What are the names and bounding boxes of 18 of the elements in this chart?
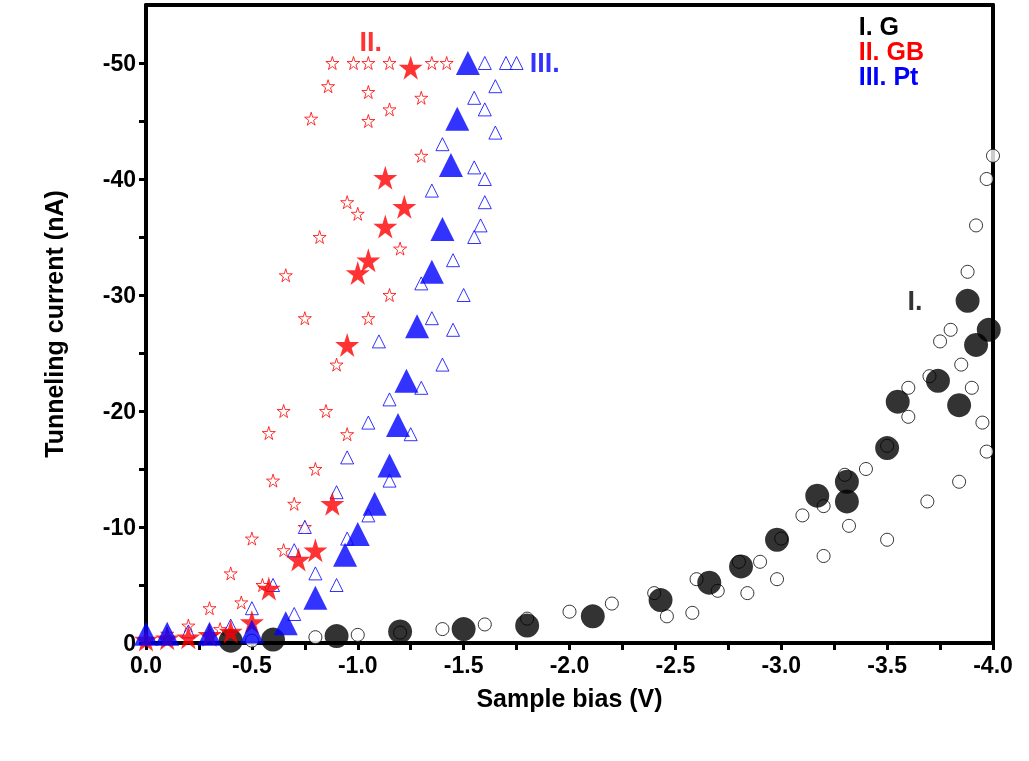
x-tick-label: -4.0 (973, 651, 1013, 678)
y-tick-label: -30 (102, 282, 136, 308)
x-tick-label: -3.0 (761, 651, 802, 678)
y-tick-label: -50 (102, 50, 136, 76)
y-tick-label: -40 (102, 166, 136, 192)
x-tick-label: -1.5 (443, 651, 484, 678)
x-tick-label: -3.5 (867, 651, 908, 678)
x-tick-label: -1.0 (337, 651, 378, 678)
annotation: II. (359, 27, 382, 58)
y-tick-label: -20 (102, 398, 136, 424)
x-axis-title: Sample bias (V) (476, 683, 663, 712)
y-tick-label: -10 (102, 514, 136, 540)
x-tick-label: -0.5 (232, 651, 272, 678)
y-axis-title: Tunneling current (nA) (39, 190, 68, 458)
annotation: I. (907, 285, 923, 316)
x-tick-label: -2.0 (549, 651, 590, 678)
x-tick-label: -2.5 (655, 651, 696, 678)
annotation: III. (529, 48, 560, 78)
